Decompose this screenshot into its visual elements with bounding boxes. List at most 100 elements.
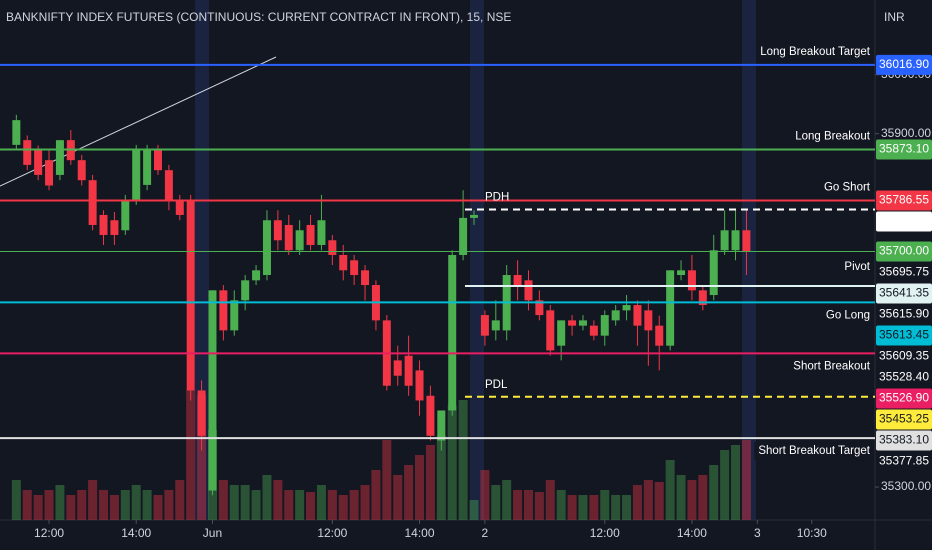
candle-body: [677, 270, 686, 276]
candle-body: [448, 254, 457, 411]
level-name: Go Short: [824, 182, 871, 194]
candle-body: [589, 325, 598, 336]
candle-body: [186, 200, 195, 391]
candle-body: [121, 200, 130, 231]
volume-bar: [545, 480, 555, 520]
level-name: PDL: [485, 379, 508, 391]
level-name-box: [789, 357, 872, 376]
price-label-box: [876, 367, 932, 388]
volume-bar: [589, 495, 599, 520]
price-label: 35695.75: [879, 265, 929, 279]
volume-bar: [306, 492, 316, 520]
session-band: [470, 0, 484, 520]
price-label-box: [876, 409, 932, 430]
candle-body: [361, 270, 370, 286]
volume-bar: [382, 440, 392, 520]
candle-body: [655, 325, 664, 346]
candle-body: [600, 315, 609, 336]
volume-bar: [11, 480, 21, 520]
price-label-box: [876, 54, 932, 75]
x-tick-label: 14:00: [121, 526, 151, 540]
price-label: 35609.35: [879, 349, 929, 363]
volume-bar: [175, 480, 185, 520]
candle-body: [197, 390, 206, 436]
price-label: 35641.35: [879, 286, 929, 300]
volume-bar: [720, 450, 730, 520]
price-label: 35453.25: [879, 412, 929, 426]
volume-bar: [33, 495, 43, 520]
chart-title: BANKNIFTY INDEX FUTURES (CONTINUOUS: CUR…: [6, 10, 511, 24]
volume-bar: [458, 400, 468, 520]
level-name: Long Breakout: [795, 131, 871, 143]
candle-body: [578, 320, 587, 326]
volume-bar: [523, 490, 533, 520]
candle-body: [535, 300, 544, 316]
volume-bar: [251, 490, 261, 520]
candle-body: [470, 214, 479, 218]
price-label: 35771.35: [879, 214, 929, 228]
price-label: 35377.85: [879, 454, 929, 468]
level-name-box: [819, 178, 872, 197]
currency: INR: [884, 10, 905, 24]
candle-body: [568, 320, 577, 326]
volume-bar: [632, 485, 642, 520]
volume-bar: [600, 490, 610, 520]
candle-body: [720, 230, 729, 251]
level-name: Short Breakout: [793, 360, 871, 372]
price-label: 36016.90: [879, 57, 929, 71]
volume-bar: [109, 495, 119, 520]
volume-bar: [55, 485, 65, 520]
volume-bar: [22, 490, 32, 520]
candle-body: [110, 220, 119, 235]
volume-bar: [447, 405, 457, 520]
candle-body: [480, 315, 489, 336]
price-label-box: [876, 190, 932, 211]
candle-body: [633, 305, 642, 326]
volume-bar: [393, 475, 403, 520]
volume-bar: [622, 495, 632, 520]
volume-bar: [676, 475, 686, 520]
candle-body: [709, 250, 718, 296]
volume-bar: [197, 395, 207, 520]
volume-bar: [513, 490, 523, 520]
price-label: 35383.10: [879, 433, 929, 447]
candle-body: [350, 260, 359, 276]
volume-bar: [142, 490, 152, 520]
level-name-box: [821, 306, 872, 325]
level-name-box: [754, 442, 872, 461]
candle-body: [524, 280, 533, 301]
volume-bar: [240, 485, 250, 520]
level-name: Short Breakout Target: [758, 445, 870, 457]
x-tick-label: 12:00: [317, 526, 347, 540]
volume-bar: [665, 460, 675, 520]
volume-bar: [66, 495, 76, 520]
level-name-box: [756, 42, 872, 61]
level-name: Pivot: [844, 261, 870, 273]
price-label-box: [876, 430, 932, 451]
candle-body: [262, 220, 271, 276]
candle-body: [12, 120, 21, 145]
level-name: PDH: [485, 191, 509, 203]
x-tick-label: 12:00: [590, 526, 620, 540]
price-label-box: [876, 325, 932, 346]
candle-body: [241, 280, 250, 301]
price-label: 35613.45: [879, 328, 929, 342]
price-label: 35873.10: [879, 142, 929, 156]
volume-bar: [436, 435, 446, 520]
volume-bar: [643, 480, 653, 520]
candle-body: [273, 220, 282, 241]
candle-body: [230, 300, 239, 331]
volume-bar: [295, 490, 305, 520]
price-label: 35526.90: [879, 391, 929, 405]
candle-body: [731, 230, 740, 251]
candle-body: [164, 170, 173, 201]
volume-bar: [741, 440, 751, 520]
volume-bar: [371, 470, 381, 520]
candle-body: [45, 160, 54, 186]
volume-bar: [273, 480, 283, 520]
candle-body: [742, 230, 751, 252]
volume-bar: [338, 495, 348, 520]
volume-bar: [164, 490, 174, 520]
